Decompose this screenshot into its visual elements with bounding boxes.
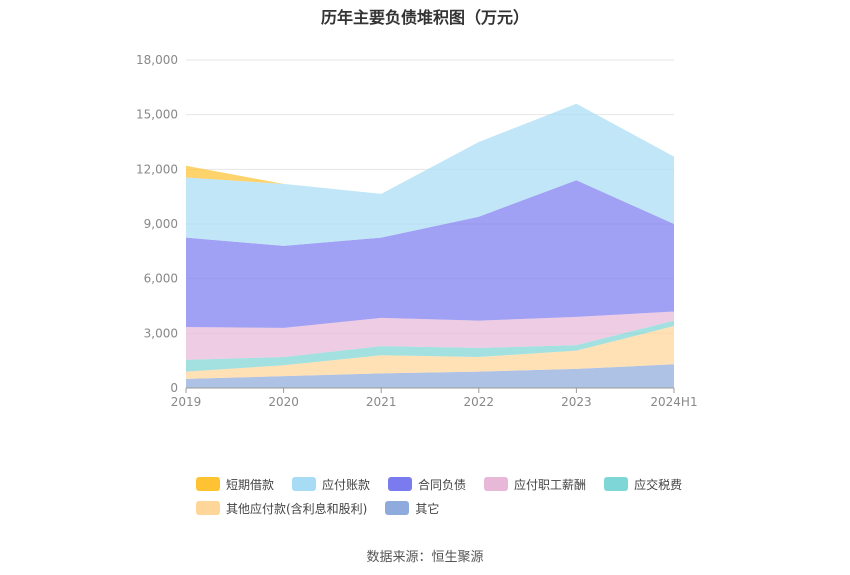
y-tick-label: 12,000 [136, 162, 178, 176]
legend-row-2: 其他应付款(含利息和股利) 其它 [196, 496, 676, 520]
legend-label: 短期借款 [226, 477, 275, 492]
legend-label: 应交税费 [634, 477, 683, 492]
legend-row-1: 短期借款 应付账款 合同负债 应付职工薪酬 应交税费 [196, 472, 682, 496]
area-series [186, 364, 674, 388]
area-series [186, 311, 674, 360]
area-series [186, 180, 674, 328]
legend-swatch [604, 477, 629, 491]
legend: 短期借款 应付账款 合同负债 应付职工薪酬 应交税费 其他应付款(含利息和股利)… [196, 472, 682, 520]
y-tick-label: 15,000 [136, 108, 178, 122]
legend-label: 合同负债 [418, 477, 467, 492]
legend-swatch [484, 477, 509, 491]
y-tick-label: 0 [170, 381, 178, 395]
legend-swatch [385, 501, 410, 515]
x-tick-label: 2023 [561, 395, 592, 409]
x-tick-label: 2021 [366, 395, 397, 409]
x-tick-label: 2020 [268, 395, 299, 409]
legend-swatch [196, 501, 220, 515]
area-series [186, 326, 674, 379]
legend-label: 应付职工薪酬 [514, 477, 587, 492]
legend-label: 其他应付款(含利息和股利) [226, 501, 368, 516]
data-source: 数据来源：恒生聚源 [366, 550, 484, 565]
legend-swatch [388, 477, 413, 491]
legend-swatch [196, 477, 220, 491]
y-tick-label: 18,000 [136, 53, 178, 67]
y-tick-label: 3,000 [144, 326, 178, 340]
chart-title: 历年主要负债堆积图（万元） [320, 8, 529, 27]
legend-item-other-payables[interactable]: 其他应付款(含利息和股利) [196, 500, 367, 517]
legend-item-short-term-loans[interactable]: 短期借款 [196, 476, 274, 493]
legend-label: 其它 [415, 501, 440, 516]
area-series [186, 103, 674, 246]
legend-item-others[interactable]: 其它 [385, 500, 439, 517]
legend-item-contract-liabilities[interactable]: 合同负债 [388, 476, 466, 493]
legend-item-employee-payable[interactable]: 应付职工薪酬 [484, 476, 586, 493]
legend-label: 应付账款 [322, 477, 371, 492]
legend-swatch [292, 477, 317, 491]
x-tick-label: 2019 [171, 395, 202, 409]
x-tick-label: 2022 [464, 395, 495, 409]
x-tick-label: 2024H1 [650, 395, 697, 409]
y-tick-label: 6,000 [144, 272, 178, 286]
area-series [186, 320, 674, 372]
legend-item-taxes-payable[interactable]: 应交税费 [604, 476, 682, 493]
legend-item-accounts-payable[interactable]: 应付账款 [292, 476, 370, 493]
y-tick-label: 9,000 [144, 217, 178, 231]
